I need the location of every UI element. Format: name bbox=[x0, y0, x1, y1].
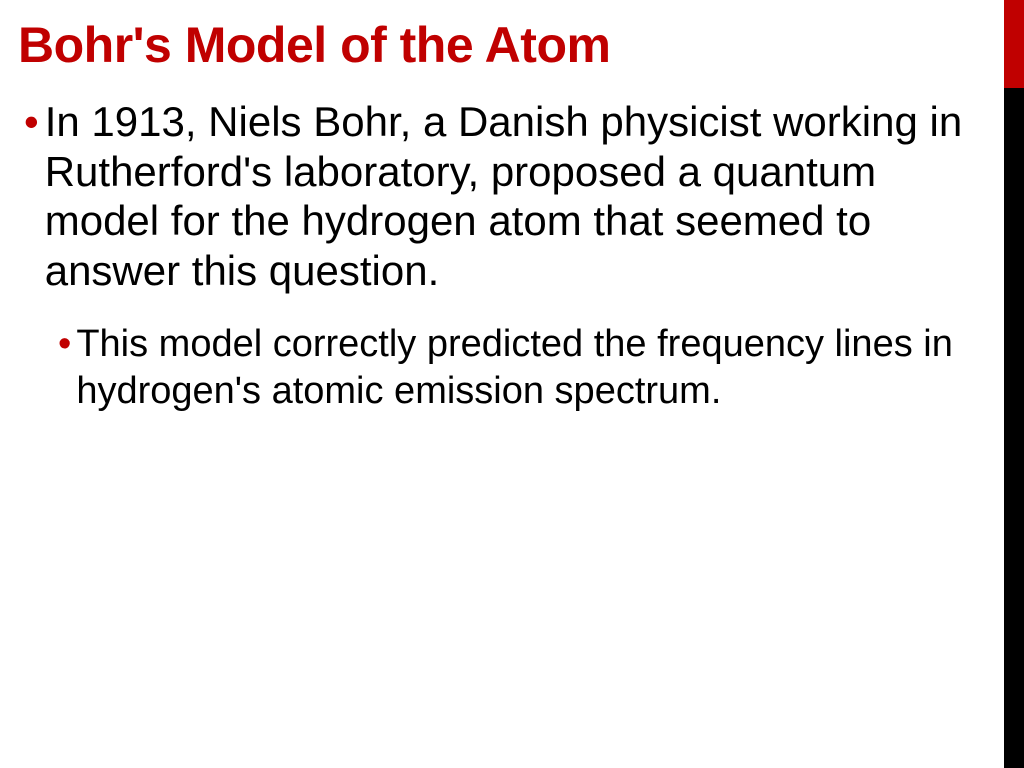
bullet-item: • In 1913, Niels Bohr, a Danish physicis… bbox=[18, 97, 974, 295]
bullet-text: This model correctly predicted the frequ… bbox=[76, 321, 974, 414]
accent-bar-bottom bbox=[1004, 88, 1024, 768]
bullet-marker: • bbox=[58, 321, 71, 414]
bullet-marker: • bbox=[24, 97, 39, 295]
bullet-text: In 1913, Niels Bohr, a Danish physicist … bbox=[45, 97, 974, 295]
slide-content: Bohr's Model of the Atom • In 1913, Niel… bbox=[0, 0, 1004, 414]
accent-side-bar bbox=[1004, 0, 1024, 768]
slide-title: Bohr's Model of the Atom bbox=[18, 18, 974, 73]
bullet-item: • This model correctly predicted the fre… bbox=[18, 321, 974, 414]
accent-bar-top bbox=[1004, 0, 1024, 88]
